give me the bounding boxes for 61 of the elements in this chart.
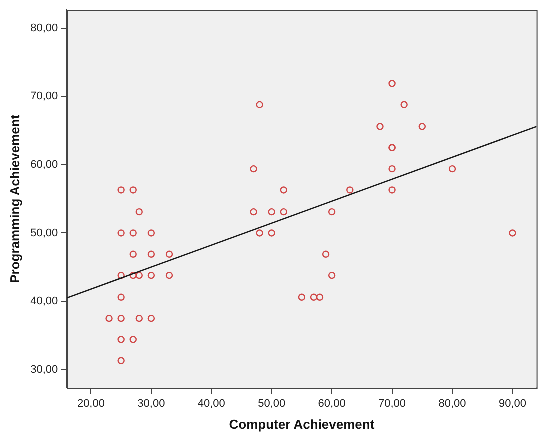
y-tick-label: 50,00 bbox=[30, 227, 58, 240]
point bbox=[118, 230, 125, 237]
point bbox=[310, 294, 318, 302]
point bbox=[118, 314, 125, 322]
point bbox=[118, 357, 125, 364]
point bbox=[509, 230, 516, 237]
y-tick-label: 70,00 bbox=[30, 90, 58, 103]
point bbox=[166, 272, 174, 280]
y-axis-title: Programming Achievement bbox=[7, 114, 22, 284]
point bbox=[256, 230, 264, 237]
point bbox=[118, 336, 125, 344]
point bbox=[118, 272, 125, 280]
point bbox=[106, 314, 113, 322]
point bbox=[148, 230, 156, 237]
point bbox=[136, 314, 143, 322]
point bbox=[328, 208, 336, 216]
x-tick-label: 90,00 bbox=[498, 398, 526, 410]
point bbox=[250, 165, 258, 173]
point bbox=[166, 250, 174, 258]
point bbox=[268, 230, 276, 237]
x-tick-label: 60,00 bbox=[318, 398, 346, 410]
point bbox=[148, 314, 156, 322]
y-tick-label: 80,00 bbox=[30, 22, 58, 34]
point bbox=[388, 165, 396, 173]
point bbox=[328, 272, 336, 280]
point bbox=[250, 208, 258, 216]
x-tick-label: 80,00 bbox=[438, 398, 466, 410]
point bbox=[280, 186, 288, 194]
x-tick-label: 30,00 bbox=[138, 398, 166, 410]
point bbox=[376, 123, 384, 130]
point bbox=[130, 336, 137, 344]
point bbox=[346, 186, 354, 194]
point bbox=[448, 165, 456, 173]
point bbox=[130, 230, 137, 237]
point bbox=[388, 80, 396, 88]
x-tick-label: 40,00 bbox=[198, 398, 226, 410]
point bbox=[400, 101, 408, 108]
point bbox=[130, 250, 137, 258]
point bbox=[136, 208, 143, 216]
point bbox=[136, 272, 143, 280]
point bbox=[388, 186, 396, 194]
point bbox=[118, 186, 125, 194]
x-axis-title: Computer Achievement bbox=[229, 416, 376, 432]
point bbox=[298, 294, 306, 302]
point bbox=[418, 123, 426, 130]
point bbox=[130, 272, 137, 280]
point bbox=[256, 101, 264, 108]
point bbox=[322, 250, 330, 258]
x-tick-label: 50,00 bbox=[258, 398, 286, 410]
point bbox=[148, 250, 156, 258]
y-tick-label: 60,00 bbox=[30, 159, 58, 171]
y-tick-label: 40,00 bbox=[30, 296, 58, 308]
point bbox=[316, 294, 324, 302]
point bbox=[148, 272, 156, 280]
x-tick-label: 20,00 bbox=[77, 398, 105, 410]
point bbox=[268, 208, 276, 216]
point bbox=[118, 294, 125, 302]
x-tick-label: 70,00 bbox=[378, 398, 406, 410]
y-tick-label: 30,00 bbox=[30, 364, 58, 376]
point bbox=[130, 186, 137, 194]
point bbox=[280, 208, 288, 216]
